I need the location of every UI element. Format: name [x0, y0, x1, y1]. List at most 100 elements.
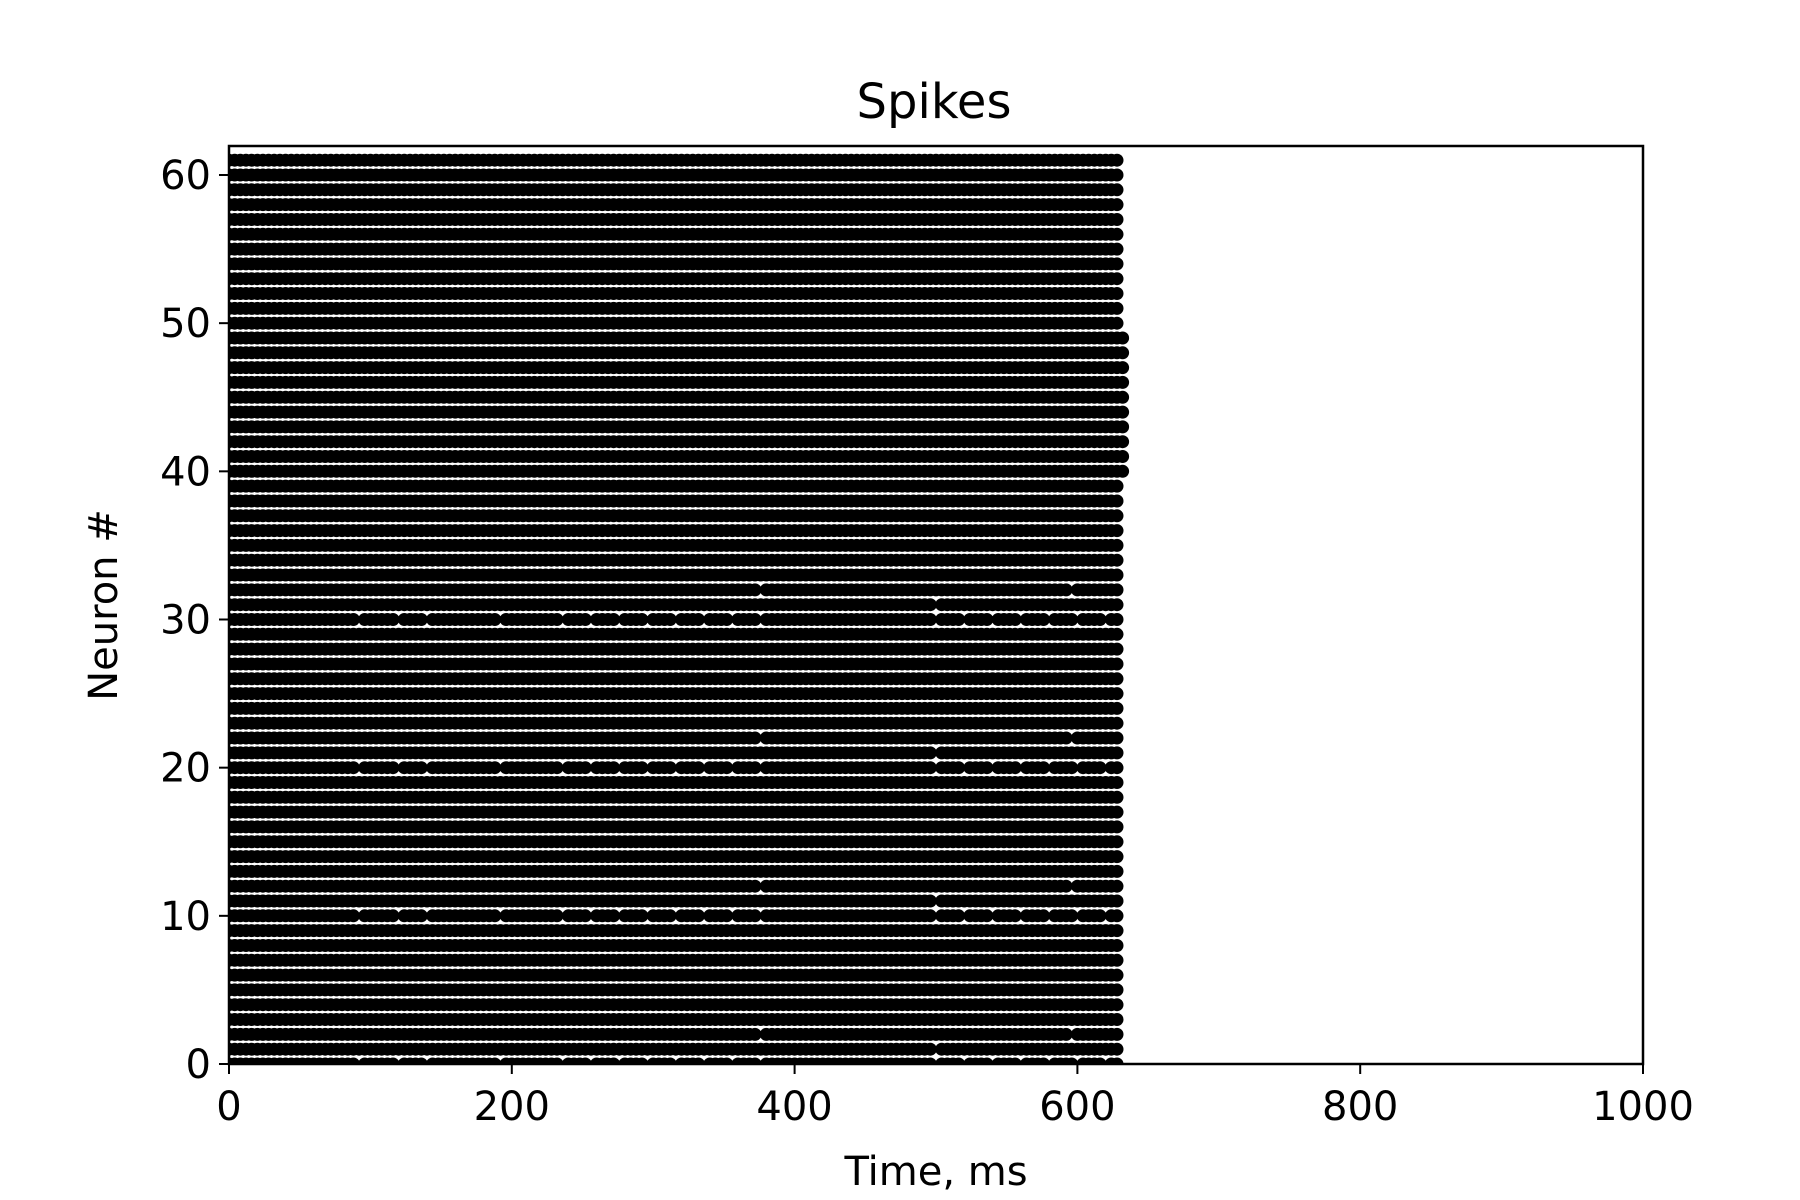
spike-marker	[1093, 761, 1107, 775]
spike-marker	[1008, 1057, 1022, 1064]
spike-marker	[414, 613, 428, 626]
spike-marker	[952, 761, 966, 775]
spike-row	[229, 968, 1124, 982]
spike-marker	[923, 761, 937, 775]
spike-marker	[607, 909, 621, 923]
spike-marker	[952, 1057, 966, 1064]
spike-marker	[1008, 761, 1022, 775]
spike-marker	[1065, 761, 1079, 775]
spike-row	[229, 687, 1124, 701]
spike-marker	[1110, 657, 1124, 671]
spike-marker	[980, 909, 994, 923]
spike-marker	[691, 909, 705, 923]
spike-row	[229, 672, 1124, 686]
spike-marker	[952, 909, 966, 923]
spike-marker	[1110, 716, 1124, 730]
spike-marker	[923, 1057, 937, 1064]
spike-row	[229, 835, 1124, 849]
spike-marker	[488, 909, 502, 923]
spike-marker	[1110, 1027, 1124, 1041]
spike-row	[229, 1013, 1124, 1026]
spike-marker	[1110, 1057, 1124, 1064]
spike-marker	[923, 894, 937, 908]
spike-row	[229, 983, 1124, 997]
spike-marker	[414, 909, 428, 923]
spike-marker	[748, 613, 762, 626]
spike-marker	[748, 909, 762, 923]
spike-row	[229, 909, 1124, 923]
spike-marker	[1037, 613, 1050, 626]
spike-marker	[1110, 642, 1124, 656]
spike-marker	[1110, 879, 1124, 893]
spike-marker	[1059, 1027, 1073, 1041]
spike-marker	[550, 909, 564, 923]
spike-marker	[1110, 820, 1124, 834]
spike-marker	[1110, 924, 1124, 938]
spike-row	[229, 746, 1124, 760]
spike-marker	[386, 909, 400, 923]
spike-marker	[346, 909, 360, 923]
spike-marker	[1059, 731, 1073, 745]
spike-marker	[691, 761, 705, 775]
spike-marker	[1110, 805, 1124, 819]
spike-marker	[1037, 909, 1050, 923]
spike-marker	[1008, 613, 1022, 626]
spike-row	[229, 1057, 1124, 1064]
spike-marker	[1110, 687, 1124, 701]
spike-row	[229, 953, 1124, 967]
spike-marker	[386, 1057, 400, 1064]
spike-marker	[1110, 1013, 1124, 1026]
spike-marker	[720, 613, 734, 626]
spike-marker	[488, 1057, 502, 1064]
spike-row	[229, 805, 1124, 819]
spike-marker	[1093, 1057, 1107, 1064]
spike-marker	[748, 1027, 762, 1041]
spike-markers	[229, 153, 1130, 1064]
spike-marker	[1037, 1057, 1050, 1064]
spike-marker	[691, 1057, 705, 1064]
spike-marker	[980, 761, 994, 775]
spike-marker	[578, 909, 592, 923]
spike-marker	[748, 879, 762, 893]
spike-marker	[663, 613, 677, 626]
spike-marker	[386, 761, 400, 775]
spike-row	[229, 657, 1124, 671]
spike-marker	[923, 598, 937, 612]
spike-marker	[346, 761, 360, 775]
spike-marker	[663, 1057, 677, 1064]
spike-row	[229, 761, 1124, 775]
spike-row	[229, 598, 1124, 612]
spike-marker	[607, 613, 621, 626]
spike-marker	[346, 1057, 360, 1064]
spike-marker	[1093, 613, 1107, 626]
spike-marker	[550, 613, 564, 626]
spike-marker	[578, 613, 592, 626]
spike-row	[229, 627, 1124, 641]
spike-marker	[607, 761, 621, 775]
spike-marker	[1059, 879, 1073, 893]
spike-marker	[1065, 613, 1079, 626]
spike-marker	[1110, 627, 1124, 641]
spike-row	[229, 1042, 1124, 1056]
spike-marker	[1110, 894, 1124, 908]
spike-marker	[1037, 761, 1050, 775]
spike-marker	[1110, 761, 1124, 775]
spike-row	[229, 642, 1124, 656]
spike-marker	[1110, 835, 1124, 849]
spike-marker	[1110, 983, 1124, 997]
spike-marker	[488, 761, 502, 775]
spike-marker	[1110, 909, 1124, 923]
spike-marker	[1110, 776, 1124, 789]
spike-marker	[952, 613, 966, 626]
spike-row	[229, 998, 1124, 1012]
spike-marker	[607, 1057, 621, 1064]
spike-marker	[980, 1057, 994, 1064]
spike-marker	[748, 731, 762, 745]
spike-marker	[414, 761, 428, 775]
spike-marker	[720, 909, 734, 923]
spike-marker	[1110, 746, 1124, 760]
spike-marker	[923, 909, 937, 923]
spike-marker	[346, 613, 360, 626]
spike-marker	[635, 909, 649, 923]
